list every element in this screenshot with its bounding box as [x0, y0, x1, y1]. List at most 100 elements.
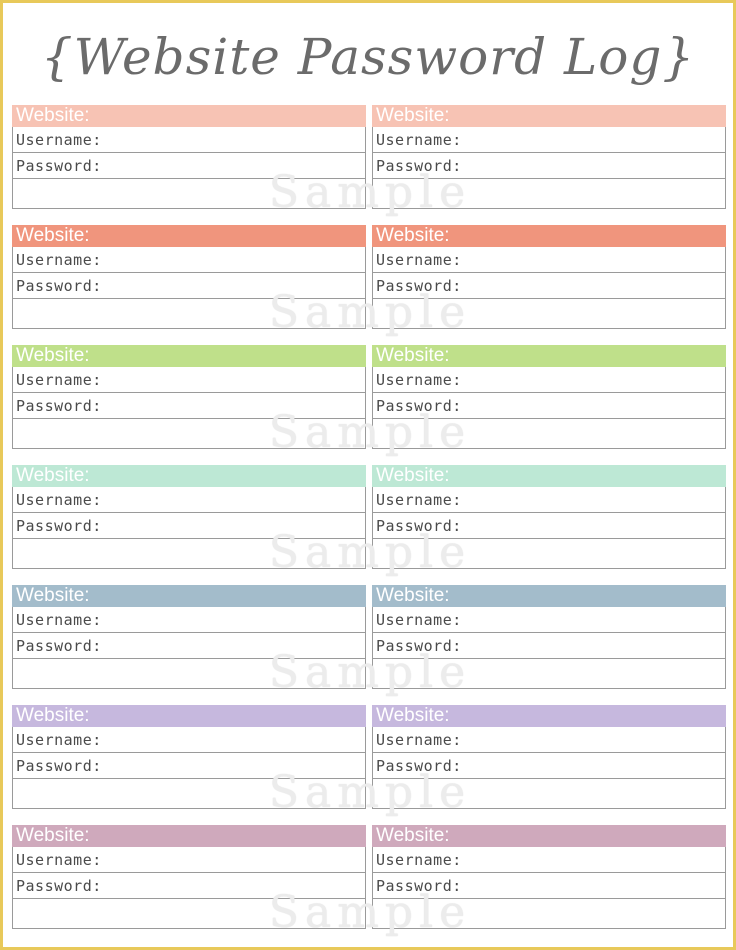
password-field[interactable]: Password: [13, 633, 365, 659]
password-field[interactable]: Password: [13, 393, 365, 419]
username-label: Username: [376, 731, 462, 749]
notes-field[interactable] [373, 419, 725, 447]
password-field[interactable]: Password: [13, 273, 365, 299]
entry-body: Username: Password: [372, 847, 726, 929]
password-field[interactable]: Password: [13, 873, 365, 899]
website-field[interactable]: Website: [372, 105, 726, 127]
website-field[interactable]: Website: [12, 345, 366, 367]
password-label: Password: [16, 397, 102, 415]
password-field[interactable]: Password: [373, 633, 725, 659]
password-label: Password: [376, 277, 462, 295]
notes-field[interactable] [373, 659, 725, 687]
notes-field[interactable] [13, 539, 365, 567]
password-label: Password: [16, 157, 102, 175]
website-field[interactable]: Website: [372, 225, 726, 247]
notes-field[interactable] [373, 179, 725, 207]
entry-row: Website: Username: Password: Website: Userna… [12, 585, 728, 705]
notes-field[interactable] [373, 899, 725, 927]
username-field[interactable]: Username: [373, 727, 725, 753]
notes-field[interactable] [373, 779, 725, 807]
username-label: Username: [16, 251, 102, 269]
username-field[interactable]: Username: [13, 607, 365, 633]
notes-field[interactable] [373, 539, 725, 567]
website-field[interactable]: Website: [12, 225, 366, 247]
entry-row: Website: Username: Password: Website: Userna… [12, 105, 728, 225]
password-field[interactable]: Password: [373, 753, 725, 779]
notes-field[interactable] [13, 659, 365, 687]
website-label: Website: [16, 825, 90, 846]
username-field[interactable]: Username: [13, 127, 365, 153]
password-field[interactable]: Password: [13, 513, 365, 539]
website-field[interactable]: Website: [372, 345, 726, 367]
entry-body: Username: Password: [12, 607, 366, 689]
password-entry-card: Website: Username: Password: [372, 825, 726, 929]
password-field[interactable]: Password: [373, 393, 725, 419]
website-field[interactable]: Website: [372, 585, 726, 607]
username-field[interactable]: Username: [13, 247, 365, 273]
password-entry-card: Website: Username: Password: [12, 585, 366, 689]
username-label: Username: [16, 491, 102, 509]
username-field[interactable]: Username: [13, 847, 365, 873]
notes-field[interactable] [373, 299, 725, 327]
website-field[interactable]: Website: [12, 465, 366, 487]
username-field[interactable]: Username: [373, 607, 725, 633]
password-field[interactable]: Password: [373, 153, 725, 179]
entry-body: Username: Password: [372, 727, 726, 809]
username-field[interactable]: Username: [13, 367, 365, 393]
notes-field[interactable] [13, 899, 365, 927]
password-entry-card: Website: Username: Password: [372, 105, 726, 209]
password-label: Password: [376, 757, 462, 775]
password-label: Password: [16, 637, 102, 655]
notes-field[interactable] [13, 419, 365, 447]
username-label: Username: [16, 731, 102, 749]
website-label: Website: [376, 465, 450, 486]
username-field[interactable]: Username: [373, 367, 725, 393]
password-field[interactable]: Password: [13, 753, 365, 779]
password-entry-card: Website: Username: Password: [372, 585, 726, 689]
entry-body: Username: Password: [12, 367, 366, 449]
website-field[interactable]: Website: [372, 465, 726, 487]
username-field[interactable]: Username: [373, 847, 725, 873]
password-field[interactable]: Password: [373, 273, 725, 299]
password-entry-card: Website: Username: Password: [12, 465, 366, 569]
entry-row: Website: Username: Password: Website: Userna… [12, 465, 728, 585]
entry-body: Username: Password: [372, 367, 726, 449]
notes-field[interactable] [13, 299, 365, 327]
website-label: Website: [16, 705, 90, 726]
website-field[interactable]: Website: [372, 825, 726, 847]
password-grid: Website: Username: Password: Website: Userna… [12, 105, 728, 945]
password-field[interactable]: Password: [373, 513, 725, 539]
website-label: Website: [16, 105, 90, 126]
password-entry-card: Website: Username: Password: [372, 225, 726, 329]
password-field[interactable]: Password: [13, 153, 365, 179]
username-field[interactable]: Username: [13, 487, 365, 513]
entry-body: Username: Password: [372, 127, 726, 209]
username-label: Username: [376, 491, 462, 509]
password-field[interactable]: Password: [373, 873, 725, 899]
username-label: Username: [376, 611, 462, 629]
entry-body: Username: Password: [372, 607, 726, 689]
password-entry-card: Website: Username: Password: [372, 345, 726, 449]
password-label: Password: [376, 877, 462, 895]
notes-field[interactable] [13, 779, 365, 807]
username-field[interactable]: Username: [373, 487, 725, 513]
website-field[interactable]: Website: [372, 705, 726, 727]
password-entry-card: Website: Username: Password: [12, 825, 366, 929]
website-field[interactable]: Website: [12, 105, 366, 127]
website-label: Website: [376, 345, 450, 366]
username-field[interactable]: Username: [373, 247, 725, 273]
notes-field[interactable] [13, 179, 365, 207]
website-label: Website: [16, 345, 90, 366]
username-field[interactable]: Username: [13, 727, 365, 753]
password-entry-card: Website: Username: Password: [12, 105, 366, 209]
password-label: Password: [376, 157, 462, 175]
username-field[interactable]: Username: [373, 127, 725, 153]
username-label: Username: [16, 851, 102, 869]
website-field[interactable]: Website: [12, 705, 366, 727]
entry-body: Username: Password: [12, 727, 366, 809]
username-label: Username: [376, 371, 462, 389]
website-label: Website: [376, 105, 450, 126]
website-field[interactable]: Website: [12, 825, 366, 847]
website-field[interactable]: Website: [12, 585, 366, 607]
